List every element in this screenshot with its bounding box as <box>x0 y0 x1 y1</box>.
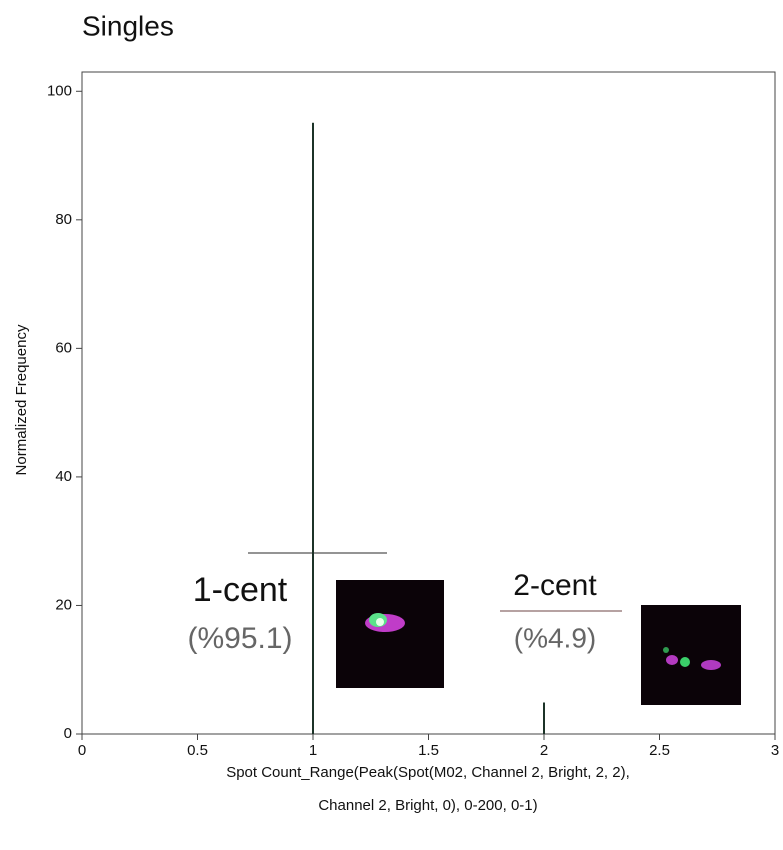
chart-title: Singles <box>82 10 174 41</box>
x-tick-label: 2.5 <box>649 742 670 759</box>
y-tick-label: 20 <box>55 596 72 613</box>
annotation: 2-cent <box>513 569 597 602</box>
cell-image <box>336 580 444 688</box>
bar <box>312 122 314 734</box>
y-tick-label: 60 <box>55 339 72 356</box>
cell-image <box>641 605 741 705</box>
x-tick-label: 1 <box>309 742 317 759</box>
annotation: (%95.1) <box>187 622 292 655</box>
y-tick-label: 0 <box>64 725 72 742</box>
bar <box>543 702 545 734</box>
x-tick-label: 3 <box>771 742 779 759</box>
x-tick-label: 0.5 <box>187 742 208 759</box>
x-tick-label: 0 <box>78 742 86 759</box>
y-tick-label: 40 <box>55 468 72 485</box>
x-tick-label: 2 <box>540 742 548 759</box>
y-tick-label: 100 <box>47 82 72 99</box>
x-axis-label: Channel 2, Bright, 0), 0-200, 0-1) <box>318 797 537 814</box>
annotation: 1-cent <box>193 571 288 609</box>
y-tick-label: 80 <box>55 211 72 228</box>
x-axis-label: Spot Count_Range(Peak(Spot(M02, Channel … <box>226 764 630 781</box>
y-axis-label: Normalized Frequency <box>13 324 30 475</box>
annotation: (%4.9) <box>514 622 596 653</box>
x-tick-label: 1.5 <box>418 742 439 759</box>
